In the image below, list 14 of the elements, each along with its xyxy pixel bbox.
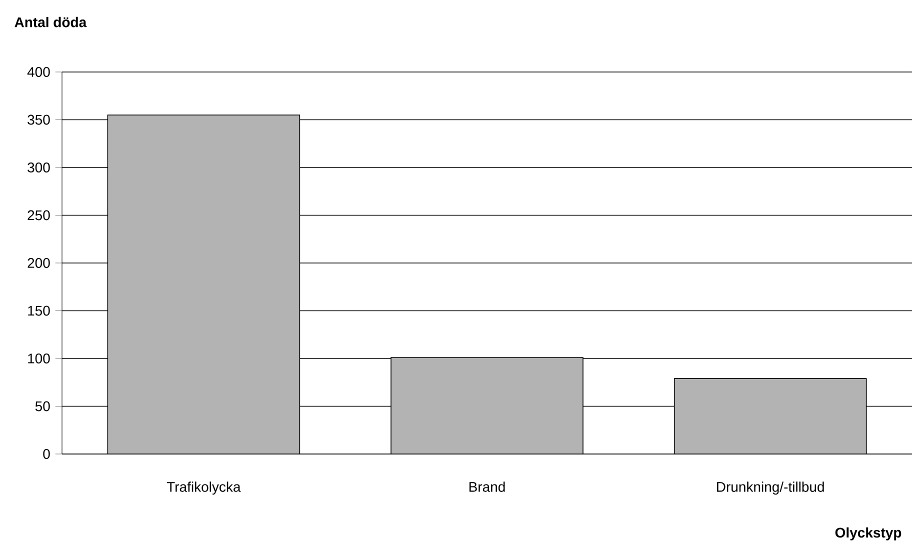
y-tick-label: 50 bbox=[35, 401, 50, 412]
y-tick-label: 200 bbox=[28, 258, 50, 268]
x-tick-label: Trafikolycka bbox=[166, 482, 241, 495]
x-axis-title: Olyckstyp bbox=[835, 527, 902, 540]
y-tick-label: 300 bbox=[28, 162, 50, 172]
y-tick-label: 0 bbox=[43, 449, 50, 459]
x-tick-label: Drunkning/-tillbud bbox=[717, 482, 824, 495]
x-tick-label: Brand bbox=[469, 482, 505, 492]
y-tick-label: 150 bbox=[28, 306, 50, 316]
chart-title: Antal döda bbox=[14, 16, 87, 28]
y-tick-label: 250 bbox=[28, 210, 50, 220]
y-tick-label: 100 bbox=[28, 354, 50, 364]
y-tick-label: 400 bbox=[27, 67, 50, 77]
y-tick-label: 350 bbox=[28, 114, 50, 125]
